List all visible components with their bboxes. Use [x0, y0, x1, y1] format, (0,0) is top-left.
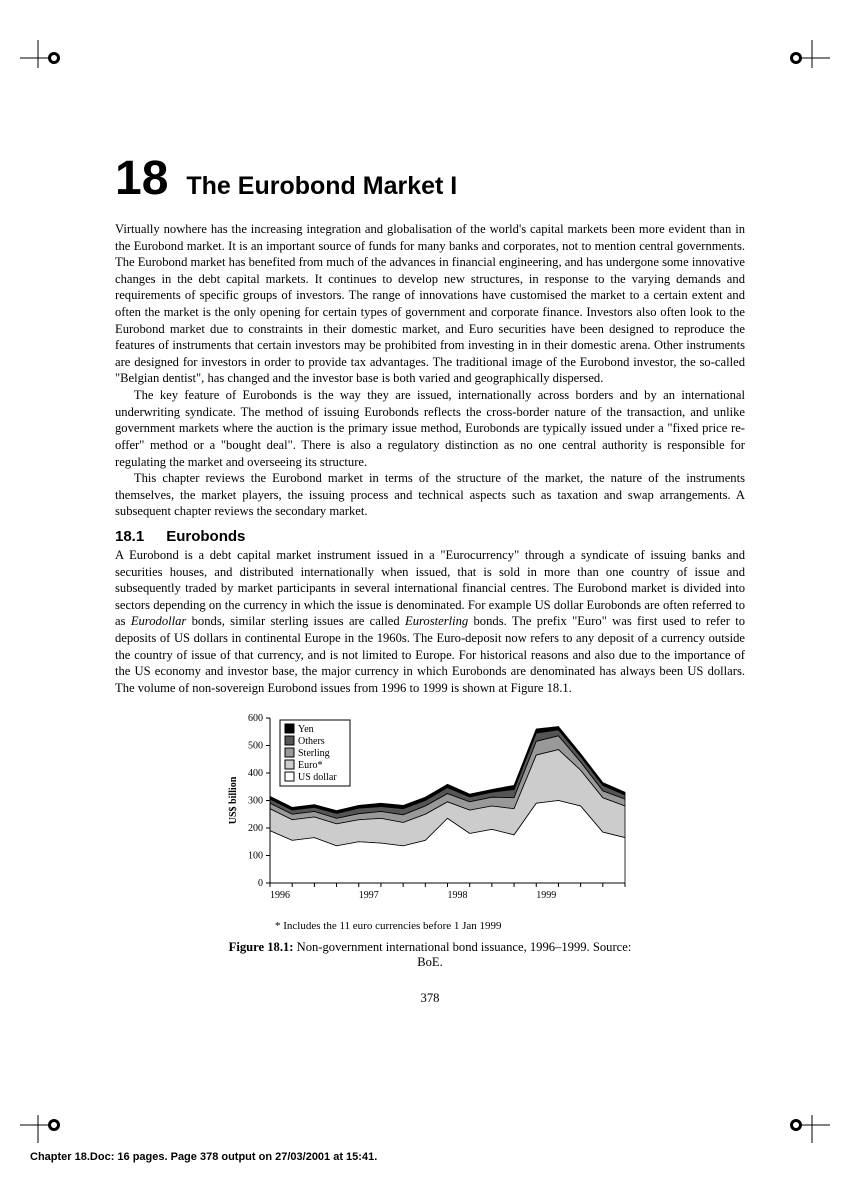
svg-text:1999: 1999	[536, 890, 556, 901]
crop-mark-tr	[788, 40, 830, 82]
svg-text:300: 300	[248, 796, 263, 807]
svg-text:1996: 1996	[270, 890, 290, 901]
svg-text:600: 600	[248, 713, 263, 724]
chart-caption: Figure 18.1: Non-government internationa…	[215, 940, 645, 970]
svg-text:Sterling: Sterling	[298, 748, 330, 759]
figure-18-1: 0 100 200 300 400 500 600 US$ billion 1996 1997 19…	[215, 708, 645, 970]
chart-footnote: * Includes the 11 euro currencies before…	[275, 920, 645, 932]
svg-text:500: 500	[248, 741, 263, 752]
svg-text:100: 100	[248, 851, 263, 862]
svg-text:Others: Others	[298, 736, 325, 747]
body-text: Virtually nowhere has the increasing int…	[115, 221, 745, 696]
svg-text:Yen: Yen	[298, 724, 314, 735]
svg-text:US dollar: US dollar	[298, 772, 337, 783]
para-3: This chapter reviews the Eurobond market…	[115, 470, 745, 520]
chapter-title: The Eurobond Market I	[186, 172, 457, 201]
crop-mark-bl	[20, 1101, 62, 1143]
crop-mark-tl	[20, 40, 62, 82]
svg-text:1998: 1998	[448, 890, 468, 901]
svg-text:Euro*: Euro*	[298, 760, 322, 771]
chart-svg: 0 100 200 300 400 500 600 US$ billion 1996 1997 19…	[215, 708, 645, 918]
svg-text:1997: 1997	[359, 890, 379, 901]
chapter-number: 18	[115, 155, 168, 203]
para-4: A Eurobond is a debt capital market inst…	[115, 547, 745, 696]
section-title: Eurobonds	[166, 528, 245, 545]
footer-metadata: Chapter 18.Doc: 16 pages. Page 378 outpu…	[30, 1151, 377, 1163]
section-heading: 18.1 Eurobonds	[115, 528, 745, 545]
svg-text:US$ billion: US$ billion	[228, 777, 239, 825]
para-2: The key feature of Eurobonds is the way …	[115, 387, 745, 470]
para-1: Virtually nowhere has the increasing int…	[115, 221, 745, 387]
svg-text:0: 0	[258, 878, 263, 889]
page-number: 378	[115, 991, 745, 1006]
page-content: 18 The Eurobond Market I Virtually nowhe…	[115, 155, 745, 970]
svg-text:200: 200	[248, 823, 263, 834]
crop-mark-br	[788, 1101, 830, 1143]
section-number: 18.1	[115, 528, 144, 545]
svg-text:400: 400	[248, 768, 263, 779]
chapter-heading: 18 The Eurobond Market I	[115, 155, 745, 203]
